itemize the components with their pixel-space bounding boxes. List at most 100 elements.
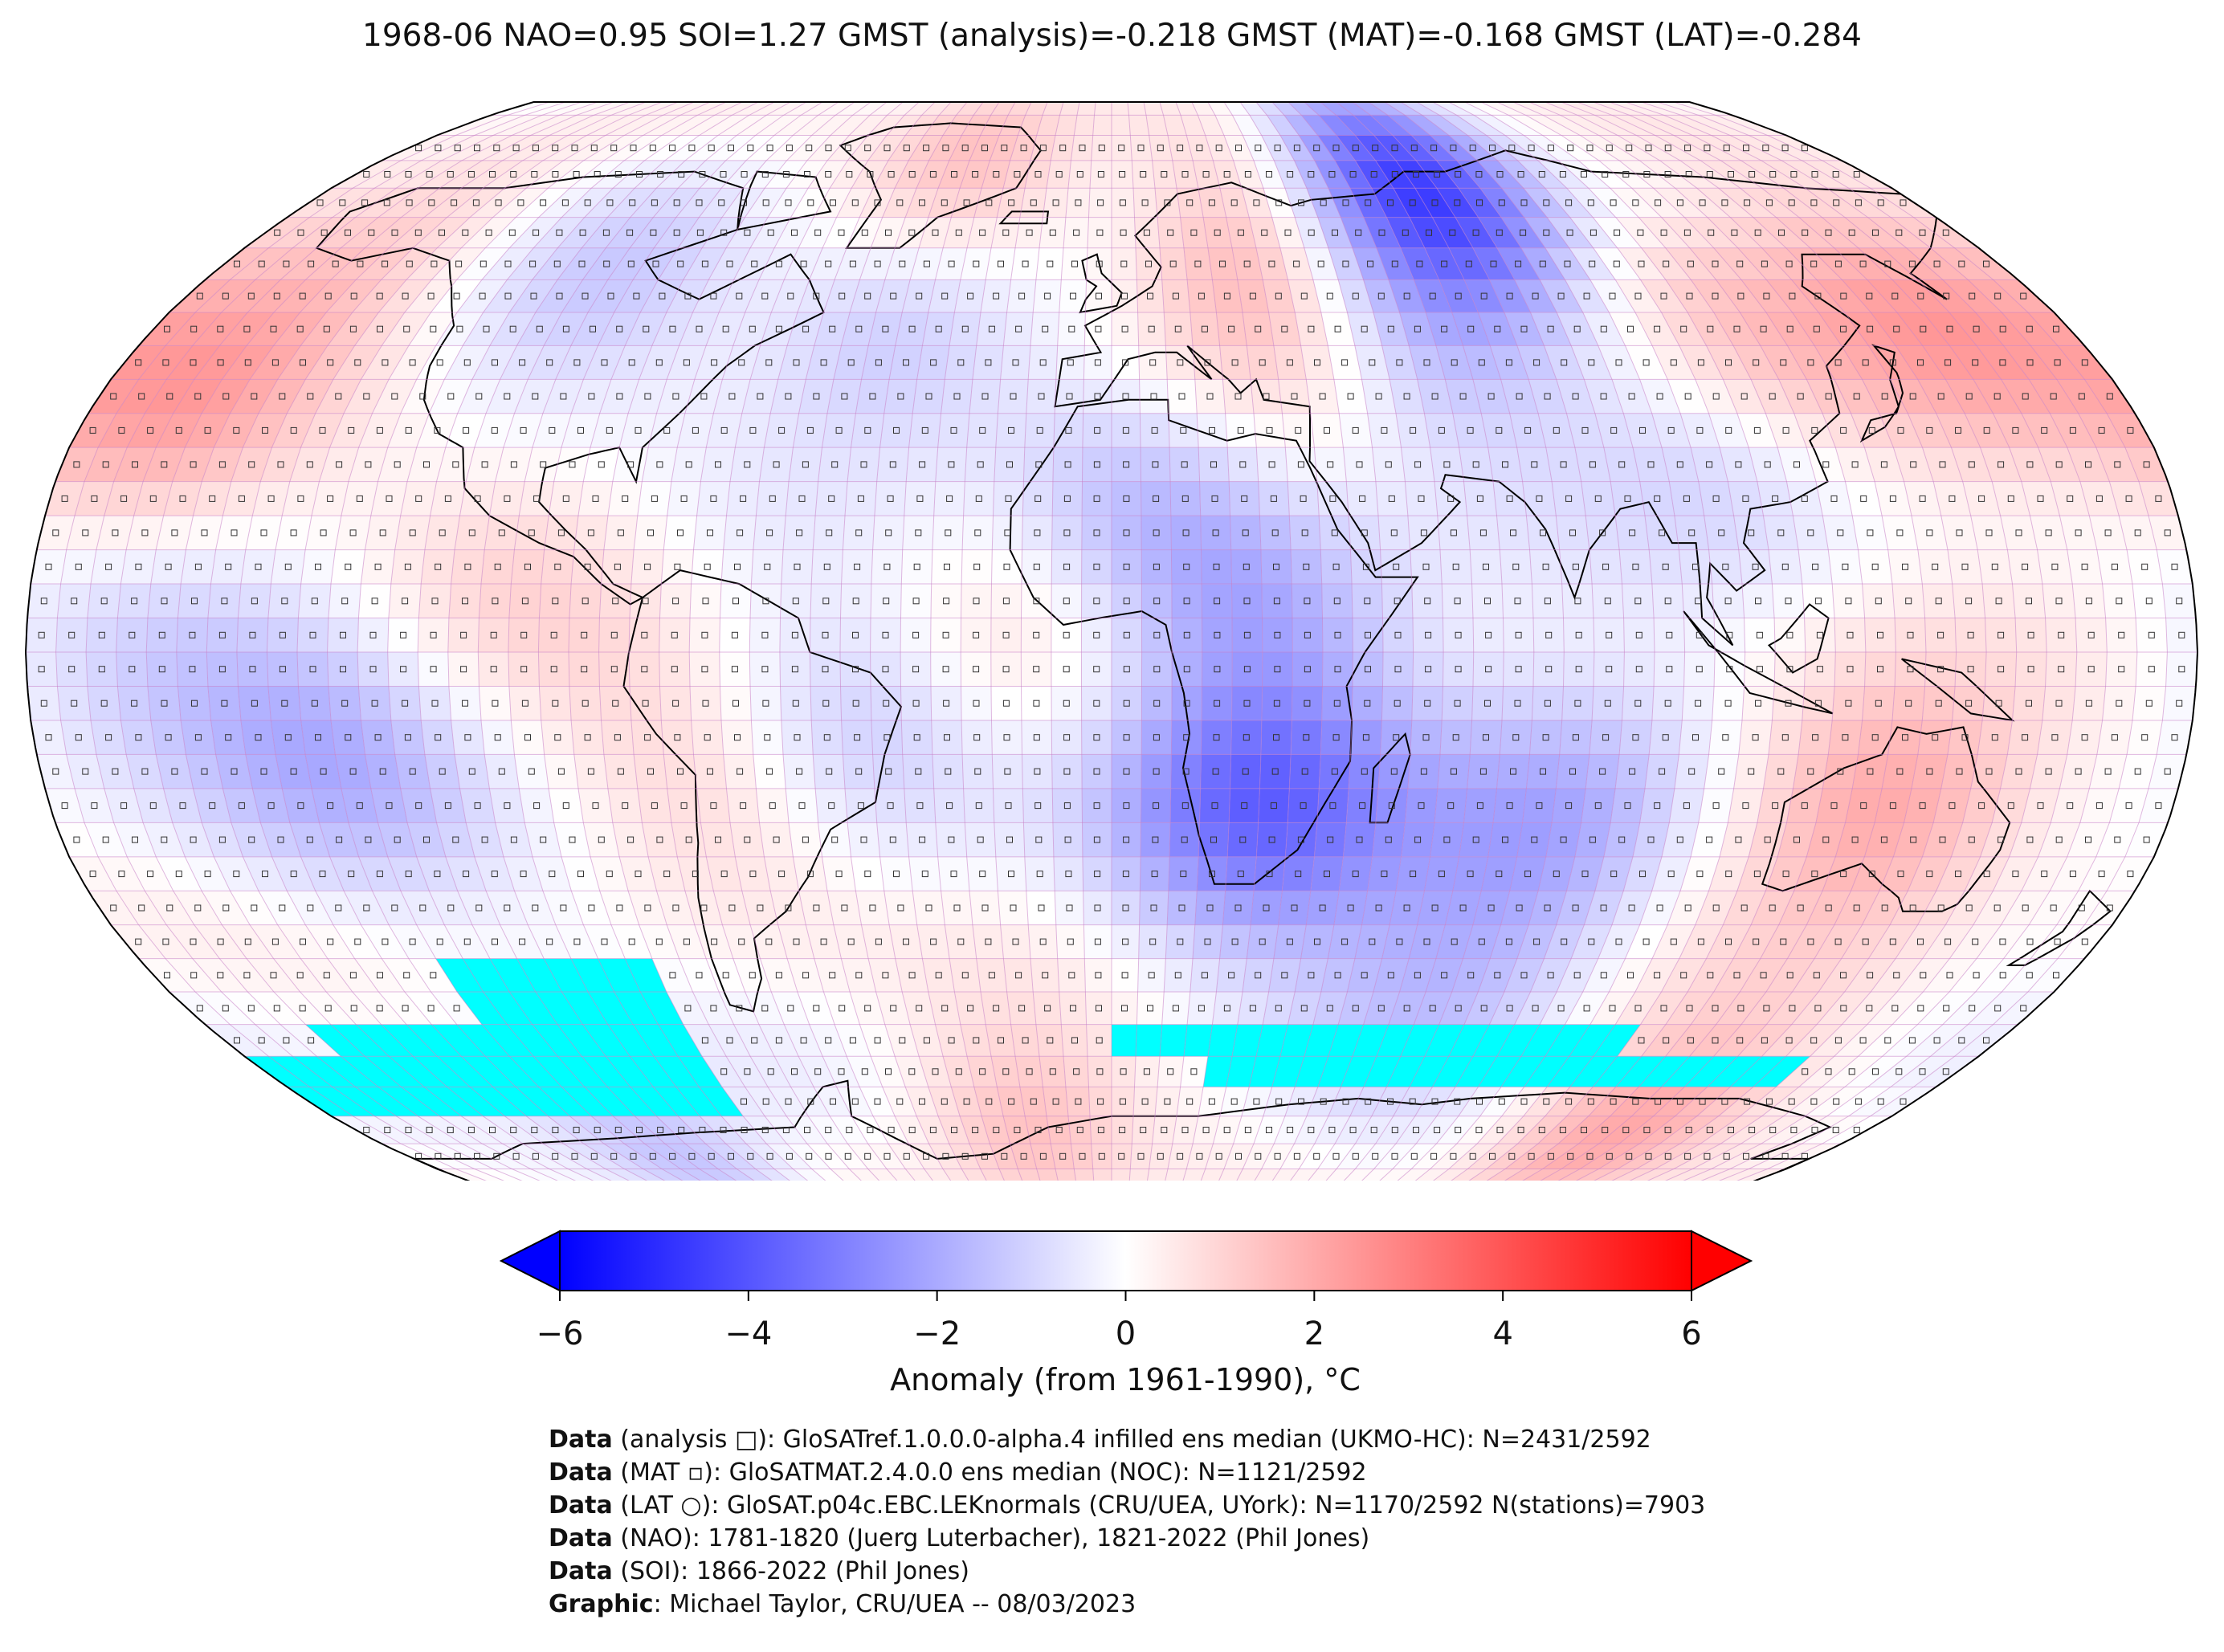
grid-cell [719,652,750,687]
analysis-marker [828,495,835,502]
grid-cell [210,549,246,585]
grid-cell [400,788,437,823]
grid-cell [806,924,842,959]
grid-cell [1285,822,1317,857]
analysis-marker [1287,1127,1294,1133]
analysis-marker [765,938,773,945]
analysis-marker [1387,325,1394,332]
grid-cell [1212,279,1243,312]
analysis-marker [45,734,52,741]
grid-cell [1895,618,1926,652]
grid-cell [389,924,436,959]
analysis-marker [1967,666,1974,673]
analysis-marker [1052,1098,1059,1105]
colorbar-extend-low [499,1230,561,1292]
analysis-marker [2127,426,2134,434]
grid-cell [206,618,239,652]
analysis-marker [1769,171,1777,177]
analysis-marker [356,495,363,502]
analysis-marker [973,666,980,673]
grid-cell [806,1144,850,1169]
grid-cell [418,160,483,189]
grid-cell [1645,754,1679,789]
analysis-marker [1476,1098,1483,1105]
analysis-marker [1606,666,1613,673]
grid-cell [1793,516,1829,550]
grid-cell [801,102,839,116]
credit-text: (analysis □): GloSATref.1.0.0.0-alpha.4 … [612,1426,1651,1454]
analysis-marker [52,768,59,775]
grid-cell [466,822,504,857]
grid-cell [656,379,695,414]
grid-cell [1128,115,1149,136]
analysis-marker [710,292,717,300]
analysis-marker [1762,145,1769,152]
analysis-marker [785,1098,792,1105]
grid-cell [1556,754,1589,789]
grid-cell [850,279,885,312]
grid-cell [1051,652,1082,687]
analysis-marker [606,199,614,206]
grid-cell [1532,686,1564,720]
analysis-marker [1148,972,1155,979]
analysis-marker [1215,145,1222,152]
analysis-marker [2085,461,2091,468]
grid-cell [1761,188,1822,218]
grid-cell [1778,891,1823,925]
grid-cell [1936,413,1981,448]
grid-cell [830,160,868,189]
grid-cell [811,720,843,755]
analysis-marker [882,666,889,673]
analysis-marker [1314,359,1320,366]
grid-cell [1561,102,1613,116]
grid-cell [1736,413,1778,448]
analysis-marker [1243,260,1251,267]
grid-cell [1199,788,1230,823]
analysis-marker [1788,1098,1795,1105]
grid-cell [143,447,186,482]
grid-cell [798,217,837,248]
grid-cell [222,924,274,959]
analysis-marker [1999,938,2006,945]
grid-cell [1655,135,1721,161]
grid-cell [1948,549,1983,585]
analysis-marker [644,904,651,912]
analysis-marker [1161,1127,1168,1133]
analysis-marker [941,1005,949,1012]
grid-cell [811,115,853,136]
analysis-marker [857,802,864,810]
grid-cell [355,188,418,218]
grid-cell [867,1169,905,1181]
analysis-marker [923,145,930,152]
grid-cell [1741,279,1793,312]
grid-cell [1411,686,1443,720]
grid-cell [260,447,301,482]
analysis-marker [1955,871,1961,878]
analysis-marker [384,1127,391,1133]
analysis-marker [1726,631,1733,638]
analysis-marker [110,904,117,912]
grid-cell [316,217,378,248]
analysis-marker [2081,563,2088,570]
analysis-marker [1489,1152,1496,1160]
grid-cell [1232,652,1263,687]
analysis-marker [112,529,119,536]
analysis-marker [622,802,629,810]
analysis-marker [633,292,640,300]
analysis-marker [332,260,339,267]
analysis-marker [1487,904,1495,912]
grid-cell [1618,1144,1680,1169]
grid-cell [509,992,558,1025]
analysis-marker [587,529,594,536]
analysis-marker [1122,426,1129,434]
analysis-marker [751,260,758,267]
grid-cell [1287,279,1321,312]
grid-cell [1609,312,1653,346]
grid-cell [1862,584,1896,618]
grid-cell [1274,160,1307,189]
grid-cell [1006,279,1036,312]
grid-cell [887,1169,922,1181]
grid-cell [1440,549,1472,585]
analysis-marker [1235,145,1242,152]
grid-cell [352,992,406,1025]
